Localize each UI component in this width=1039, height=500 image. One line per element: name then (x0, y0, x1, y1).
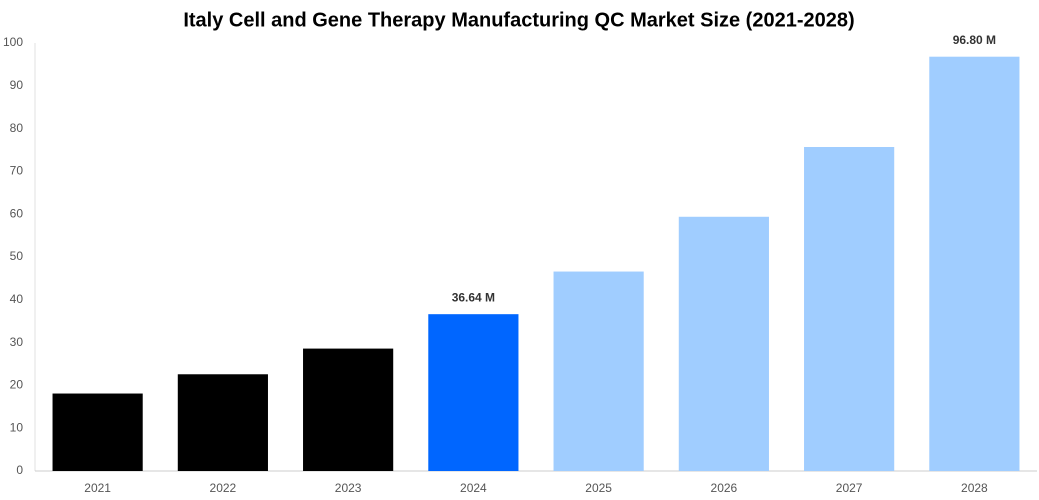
bar (553, 271, 644, 471)
value-label: 96.80 M (953, 33, 996, 47)
y-tick-label: 80 (10, 121, 24, 135)
bar (303, 348, 394, 471)
x-tick-label: 2021 (84, 481, 111, 495)
x-tick-label: 2022 (210, 481, 237, 495)
bar (177, 374, 268, 471)
x-tick-label: 2024 (460, 481, 487, 495)
x-tick-label: 2025 (585, 481, 612, 495)
y-tick-label: 50 (10, 249, 24, 263)
y-tick-label: 70 (10, 164, 24, 178)
y-tick-label: 0 (16, 463, 23, 477)
value-label: 36.64 M (452, 290, 495, 304)
x-tick-label: 2027 (836, 481, 863, 495)
y-tick-label: 90 (10, 78, 24, 92)
y-tick-label: 20 (10, 378, 24, 392)
bar (678, 216, 769, 471)
bar (804, 147, 895, 471)
bar (929, 56, 1020, 472)
bar (428, 314, 519, 471)
y-tick-label: 40 (10, 292, 24, 306)
y-tick-label: 10 (10, 420, 24, 434)
chart-title: Italy Cell and Gene Therapy Manufacturin… (183, 9, 854, 31)
y-tick-label: 60 (10, 206, 24, 220)
x-tick-label: 2023 (335, 481, 362, 495)
y-tick-label: 100 (3, 35, 23, 49)
x-tick-label: 2028 (961, 481, 988, 495)
x-tick-label: 2026 (711, 481, 738, 495)
bar (52, 393, 143, 471)
y-tick-label: 30 (10, 335, 24, 349)
